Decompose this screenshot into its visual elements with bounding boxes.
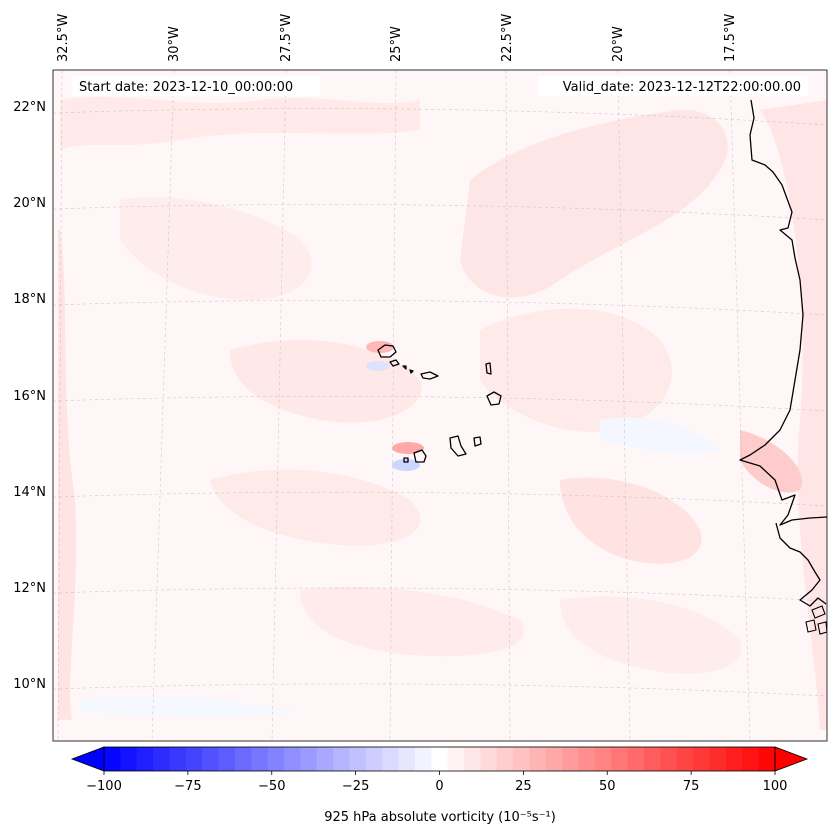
colorbar-swatch: [725, 747, 743, 771]
latitude-labels: 22°N 20°N 18°N 16°N 14°N 12°N 10°N: [13, 100, 46, 692]
colorbar-swatch: [709, 747, 727, 771]
lon-label: 17.5°W: [723, 14, 738, 62]
colorbar-swatch: [349, 747, 367, 771]
colorbar-swatch: [562, 747, 580, 771]
colorbar-swatch: [496, 747, 514, 771]
lon-label: 25°W: [389, 26, 404, 62]
colorbar-max-arrow: [774, 746, 809, 772]
colorbar-tick-label: 75: [683, 779, 700, 794]
colorbar-tick-label: −75: [174, 779, 201, 794]
colorbar-swatch: [153, 747, 171, 771]
lat-label: 18°N: [13, 292, 46, 307]
colorbar-swatch: [104, 747, 121, 771]
lat-label: 16°N: [13, 389, 46, 404]
map-frame: [52, 69, 828, 742]
bissagos-islands: [805, 605, 827, 635]
colorbar-swatch: [644, 747, 662, 771]
colorbar-swatch: [578, 747, 596, 771]
colorbar: −100 −75 −50 −25 0 25 50 75 100 925 hPa absolute…: [70, 746, 809, 825]
african-coastline: [739, 99, 827, 607]
vorticity-patch: [460, 109, 728, 298]
colorbar-swatch: [202, 747, 220, 771]
vorticity-patch: [210, 469, 421, 546]
lon-label: 20°W: [611, 26, 626, 62]
vorticity-patch: [740, 430, 802, 493]
colorbar-swatch: [267, 747, 285, 771]
colorbar-swatch: [185, 747, 203, 771]
colorbar-label: 925 hPa absolute vorticity (10⁻⁵s⁻¹): [324, 810, 556, 825]
lat-label: 20°N: [13, 196, 46, 211]
colorbar-swatch: [627, 747, 645, 771]
colorbar-swatch: [136, 747, 154, 771]
colorbar-swatch: [447, 747, 465, 771]
lat-label: 14°N: [13, 485, 46, 500]
lon-label: 30°W: [167, 26, 182, 62]
colorbar-swatch: [660, 747, 678, 771]
vorticity-patch: [80, 695, 300, 718]
colorbar-swatch: [529, 747, 547, 771]
vorticity-patch: [560, 477, 702, 564]
colorbar-swatch: [251, 747, 269, 771]
lat-label: 22°N: [13, 100, 46, 115]
vorticity-dipole-negative: [366, 361, 390, 371]
start-date-box: [72, 76, 320, 96]
colorbar-ticks: −100 −75 −50 −25 0 25 50 75 100: [86, 771, 787, 794]
colorbar-swatch: [431, 747, 449, 771]
vorticity-patch: [560, 596, 742, 674]
colorbar-tick-label: 25: [515, 779, 532, 794]
start-date-label: Start date: 2023-12-10_00:00:00: [79, 80, 293, 95]
lon-label: 22.5°W: [500, 14, 515, 62]
colorbar-tick-label: −100: [86, 779, 122, 794]
lon-label: 32.5°W: [56, 14, 71, 62]
colorbar-swatch: [234, 747, 252, 771]
colorbar-tick-label: 100: [763, 779, 788, 794]
map-field: [53, 70, 827, 741]
vorticity-patch: [120, 197, 312, 300]
colorbar-tick-label: −25: [342, 779, 369, 794]
colorbar-swatch: [398, 747, 416, 771]
colorbar-swatch: [333, 747, 351, 771]
vorticity-dipole-negative: [392, 459, 420, 471]
vorticity-dipole-positive: [392, 442, 424, 454]
vorticity-patch: [300, 586, 524, 657]
colorbar-tick-label: 50: [599, 779, 616, 794]
colorbar-min-arrow: [70, 746, 105, 772]
colorbar-swatch: [758, 747, 776, 771]
colorbar-tick-label: 0: [435, 779, 443, 794]
valid-date-label: Valid_date: 2023-12-12T22:00:00.00: [563, 80, 801, 95]
lon-label: 27.5°W: [279, 14, 294, 62]
colorbar-swatch: [513, 747, 531, 771]
colorbar-swatch: [382, 747, 400, 771]
colorbar-swatch: [693, 747, 711, 771]
lat-label: 12°N: [13, 581, 46, 596]
lat-label: 10°N: [13, 677, 46, 692]
longitude-labels: 32.5°W 30°W 27.5°W 25°W 22.5°W 20°W 17.5…: [56, 14, 738, 62]
colorbar-swatches: [104, 747, 776, 771]
cape-verde-islands: [377, 344, 502, 463]
vorticity-dipole-positive: [366, 341, 394, 353]
colorbar-swatch: [414, 747, 432, 771]
colorbar-swatch: [742, 747, 760, 771]
colorbar-swatch: [594, 747, 612, 771]
vorticity-patch: [760, 100, 827, 730]
colorbar-swatch: [300, 747, 318, 771]
colorbar-swatch: [218, 747, 236, 771]
vorticity-patch: [230, 340, 422, 423]
colorbar-swatch: [611, 747, 629, 771]
colorbar-swatch: [284, 747, 301, 771]
colorbar-swatch: [169, 747, 187, 771]
valid-date-box: [538, 76, 808, 96]
colorbar-swatch: [464, 747, 482, 771]
colorbar-swatch: [480, 747, 498, 771]
colorbar-tick-label: −50: [258, 779, 285, 794]
graticule: [53, 70, 827, 741]
vorticity-patch: [600, 417, 720, 455]
colorbar-swatch: [316, 747, 334, 771]
colorbar-swatch: [676, 747, 694, 771]
colorbar-swatch: [545, 747, 563, 771]
colorbar-swatch: [120, 747, 138, 771]
vorticity-patch: [58, 230, 77, 720]
colorbar-swatch: [365, 747, 383, 771]
